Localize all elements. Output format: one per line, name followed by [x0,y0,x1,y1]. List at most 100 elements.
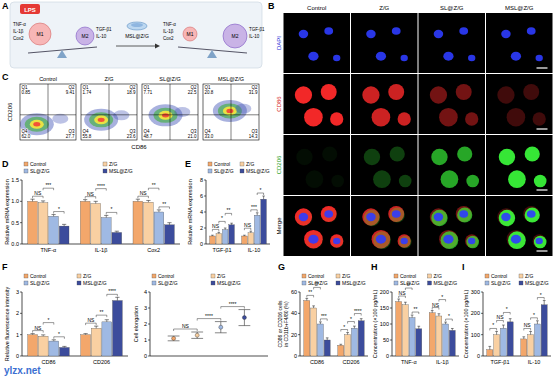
legend-swatch [485,274,489,278]
bar [338,345,344,356]
error-cap [312,305,315,306]
label: IL-10 [96,34,107,39]
sig-bracket [96,315,107,317]
sig-bracket [354,314,361,316]
error-cap [191,338,203,339]
y-axis-label: Cell elongation [133,306,139,342]
gate-line [109,84,110,140]
label: 14.3 [249,134,258,139]
cd86-signal [523,206,539,222]
sig-bracket [138,196,149,198]
panel-letter: G [278,262,285,272]
legend-label: MSL@Z/G [434,280,458,286]
chart: 02468Relative mRNA expressionTGF-β1IL-10… [187,161,270,253]
chart: 0123Relative fluorescence intensityCD86C… [4,273,128,365]
cd206-signal [322,146,337,161]
error-bar [244,235,245,237]
micrograph [419,196,486,256]
cd86-signal [388,206,404,222]
error-cap [191,332,203,333]
legend-swatch [394,274,398,278]
y-axis-label: Relative mRNA expression [4,179,10,244]
error-cap [346,332,349,333]
gate-line [20,114,76,115]
cd86-signal [507,230,526,249]
error-cap [536,320,539,321]
y-tick [148,356,150,357]
nucleus [392,210,401,218]
nucleus [443,235,453,244]
cd206-signal [364,149,380,165]
panel-letter: E [185,159,191,169]
x-axis [150,356,268,357]
bar [345,335,351,356]
y-tick [481,334,483,335]
dot [242,316,246,320]
nucleus [459,27,468,35]
error-cap [529,331,532,332]
label: MSL@Z/G [125,33,149,39]
cd86-signal [430,86,447,103]
label: DAPI [276,36,282,50]
y-tick-label: 8 [200,177,203,183]
y-tick-label: 0 [144,353,147,359]
label: 55.8 [83,134,92,139]
m1-cell [29,23,51,45]
sig-label: * [350,316,352,322]
plot-marks [28,297,123,356]
y-tick-label: 50 [383,337,389,343]
nucleus [459,210,468,218]
bar [541,305,547,356]
bar [443,324,449,356]
sig-bracket [537,298,544,300]
sig-bracket [341,330,348,332]
cd206-signal [431,210,447,226]
density [149,104,191,126]
bar [210,236,216,244]
nucleus [299,30,309,38]
error-cap [243,235,246,236]
nucleus [501,213,511,221]
schematic: LPSM1M2TNF-αIL-1βCox2TGF-β1IL-10M1M2TNF-… [10,2,265,68]
error-cap [256,212,259,213]
legend-label: Z/G [217,273,225,279]
cd206-signal [441,231,459,249]
bar [28,335,38,356]
bar [396,302,402,356]
error-cap [115,297,119,298]
cd86-signal [330,234,343,247]
scale-bar [537,189,548,190]
y-tick [390,292,392,293]
legend-swatch [77,281,81,285]
y-axis-label: Relative mRNA expression [187,179,193,244]
sig-label: * [58,206,60,212]
cd86-signal [362,86,379,103]
legend-swatch [428,274,432,278]
bar [358,321,364,356]
density-contour [113,110,129,120]
sig-bracket [33,196,44,198]
cd206-signal [364,210,380,226]
error-bar [438,314,439,316]
bar [49,341,59,356]
error-bar [117,297,118,300]
chart: 0.00.51.01.5Relative mRNA expressionTNF-… [4,161,180,253]
sig-bracket [33,331,44,333]
cd86-signal [295,86,312,103]
label: IL-10 [249,34,260,39]
error-cap [326,337,329,338]
sig-label: **** [229,301,237,307]
legend-label: SL@Z/G [158,280,178,286]
error-bar [398,299,399,302]
error-bar [225,228,226,230]
error-cap [115,231,119,232]
label: M2 [232,33,239,39]
y-tick-label: 0 [294,353,297,359]
cd86-signal [497,208,514,225]
legend-swatch [208,162,212,166]
cd86-signal [456,84,472,100]
sig-label: NS [212,223,220,229]
error-cap [51,214,55,215]
legend-swatch [336,281,340,285]
error-cap [104,215,108,216]
